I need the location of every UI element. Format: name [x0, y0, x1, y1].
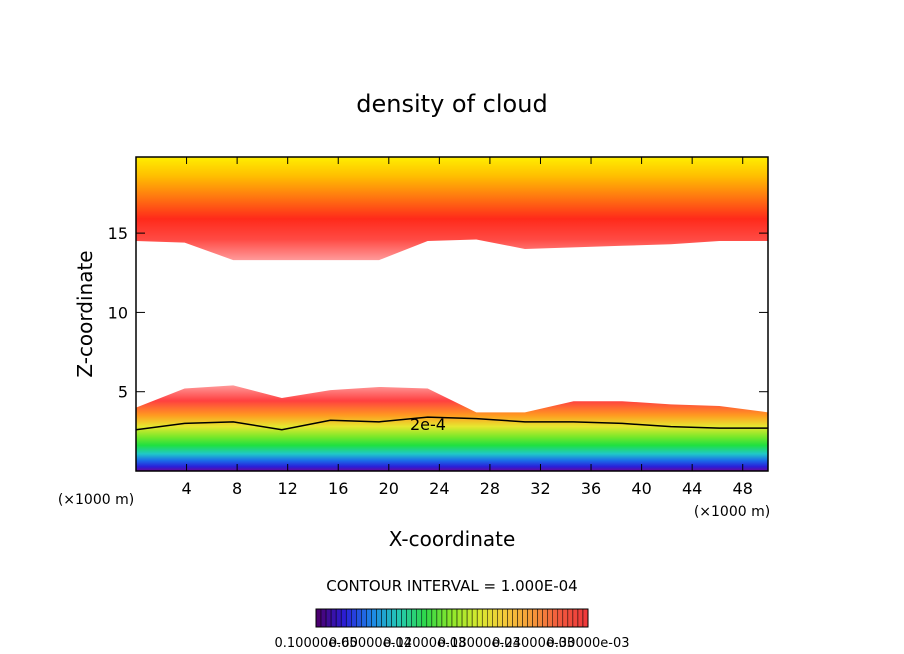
upper-cloud-layer: [136, 157, 768, 261]
colorbar-cell: [547, 608, 553, 628]
y-axis: 5 10 15: [108, 224, 768, 402]
colorbar-frame: [315, 608, 589, 628]
colorbar-cell: [431, 608, 438, 628]
colorbar-cell: [315, 608, 322, 628]
colorbar-cell: [471, 608, 478, 628]
x-tick-label: 4: [181, 479, 191, 498]
colorbar-cell: [512, 608, 518, 628]
contour-interval-text: CONTOUR INTERVAL = 1.000E-04: [326, 577, 577, 595]
colorbar-cell: [572, 608, 579, 628]
colorbar-cell: [487, 608, 493, 628]
colorbar-cell: [532, 608, 538, 628]
colorbar-cell: [567, 608, 574, 628]
colorbar-cell: [582, 608, 589, 628]
x-unit-left: (×1000 m): [58, 492, 134, 508]
colorbar-label: 0.60000e-04: [329, 636, 412, 651]
colorbar-cell: [351, 608, 357, 628]
x-tick-label: 20: [379, 479, 399, 498]
colorbar-cell: [481, 608, 488, 628]
x-tick-label: 24: [429, 479, 449, 498]
colorbar-cell: [517, 608, 523, 628]
x-tick-label: 48: [733, 479, 753, 498]
colorbar-cell: [461, 608, 468, 628]
colorbar-cell: [537, 608, 543, 628]
x-axis: 4 8 12 16 20 24 28 32 36 40 44 48: [181, 157, 753, 498]
colorbar-cell: [456, 608, 463, 628]
colorbar-cell: [335, 608, 342, 628]
y-tick-label: 5: [118, 383, 128, 402]
colorbar-cell: [386, 608, 392, 628]
x-tick-label: 32: [530, 479, 550, 498]
colorbar-cell: [406, 608, 412, 628]
colorbar-cell: [416, 608, 423, 628]
colorbar-cell: [411, 608, 417, 628]
colorbar-cell: [320, 608, 327, 628]
colorbar-cell: [391, 608, 397, 628]
x-tick-label: 36: [581, 479, 601, 498]
colorbar-cell: [325, 608, 332, 628]
colorbar-cell: [356, 608, 362, 628]
colorbar: [315, 608, 589, 628]
colorbar-label: 0.30000e-03: [547, 636, 630, 651]
colorbar-cell: [562, 608, 569, 628]
colorbar-cell: [502, 608, 508, 628]
colorbar-labels: 0.10000e-050.60000e-040.12000e-030.18000…: [275, 636, 630, 651]
colorbar-cell: [557, 608, 564, 628]
colorbar-cell: [361, 608, 367, 628]
contour-line-2e-4: [136, 416, 768, 431]
colorbar-cell: [492, 608, 498, 628]
colorbar-cell: [522, 608, 528, 628]
colorbar-cell: [497, 608, 503, 628]
colorbar-cell: [436, 608, 443, 628]
colorbar-cell: [421, 608, 428, 628]
x-tick-label: 12: [278, 479, 298, 498]
x-tick-label: 40: [631, 479, 651, 498]
colorbar-cell: [376, 608, 382, 628]
colorbar-cell: [441, 608, 448, 628]
colorbar-label: 0.24000e-03: [492, 636, 575, 651]
colorbar-cell: [507, 608, 513, 628]
plot-area: [136, 157, 768, 471]
colorbar-cell: [401, 608, 407, 628]
colorbar-label: 0.10000e-05: [275, 636, 358, 651]
plot-frame: [135, 156, 769, 472]
colorbar-cell: [330, 608, 337, 628]
contour-label: 2e-4: [410, 415, 446, 434]
x-tick-label: 8: [232, 479, 242, 498]
colorbar-cell: [552, 608, 559, 628]
colorbar-cell: [426, 608, 433, 628]
y-tick-label: 15: [108, 224, 128, 243]
colorbar-cell: [345, 608, 352, 628]
chart-title: density of cloud: [356, 90, 547, 118]
x-tick-label: 44: [682, 479, 702, 498]
lower-cloud-layer: [136, 385, 768, 471]
x-tick-label: 28: [480, 479, 500, 498]
colorbar-cell: [340, 608, 347, 628]
x-unit-right: (×1000 m): [694, 504, 770, 520]
colorbar-label: 0.12000e-03: [383, 636, 466, 651]
colorbar-cell: [396, 608, 402, 628]
colorbar-cell: [476, 608, 483, 628]
colorbar-cell: [466, 608, 473, 628]
y-tick-label: 10: [108, 303, 128, 322]
colorbar-cell: [371, 608, 377, 628]
colorbar-cell: [527, 608, 533, 628]
colorbar-cell: [577, 608, 584, 628]
x-axis-label: X-coordinate: [389, 527, 516, 551]
y-axis-label: Z-coordinate: [73, 250, 97, 377]
colorbar-cell: [366, 608, 372, 628]
x-tick-label: 16: [328, 479, 348, 498]
colorbar-cell: [451, 608, 458, 628]
colorbar-cell: [446, 608, 453, 628]
colorbar-cell: [542, 608, 548, 628]
colorbar-label: 0.18000e-03: [438, 636, 521, 651]
colorbar-cell: [381, 608, 387, 628]
